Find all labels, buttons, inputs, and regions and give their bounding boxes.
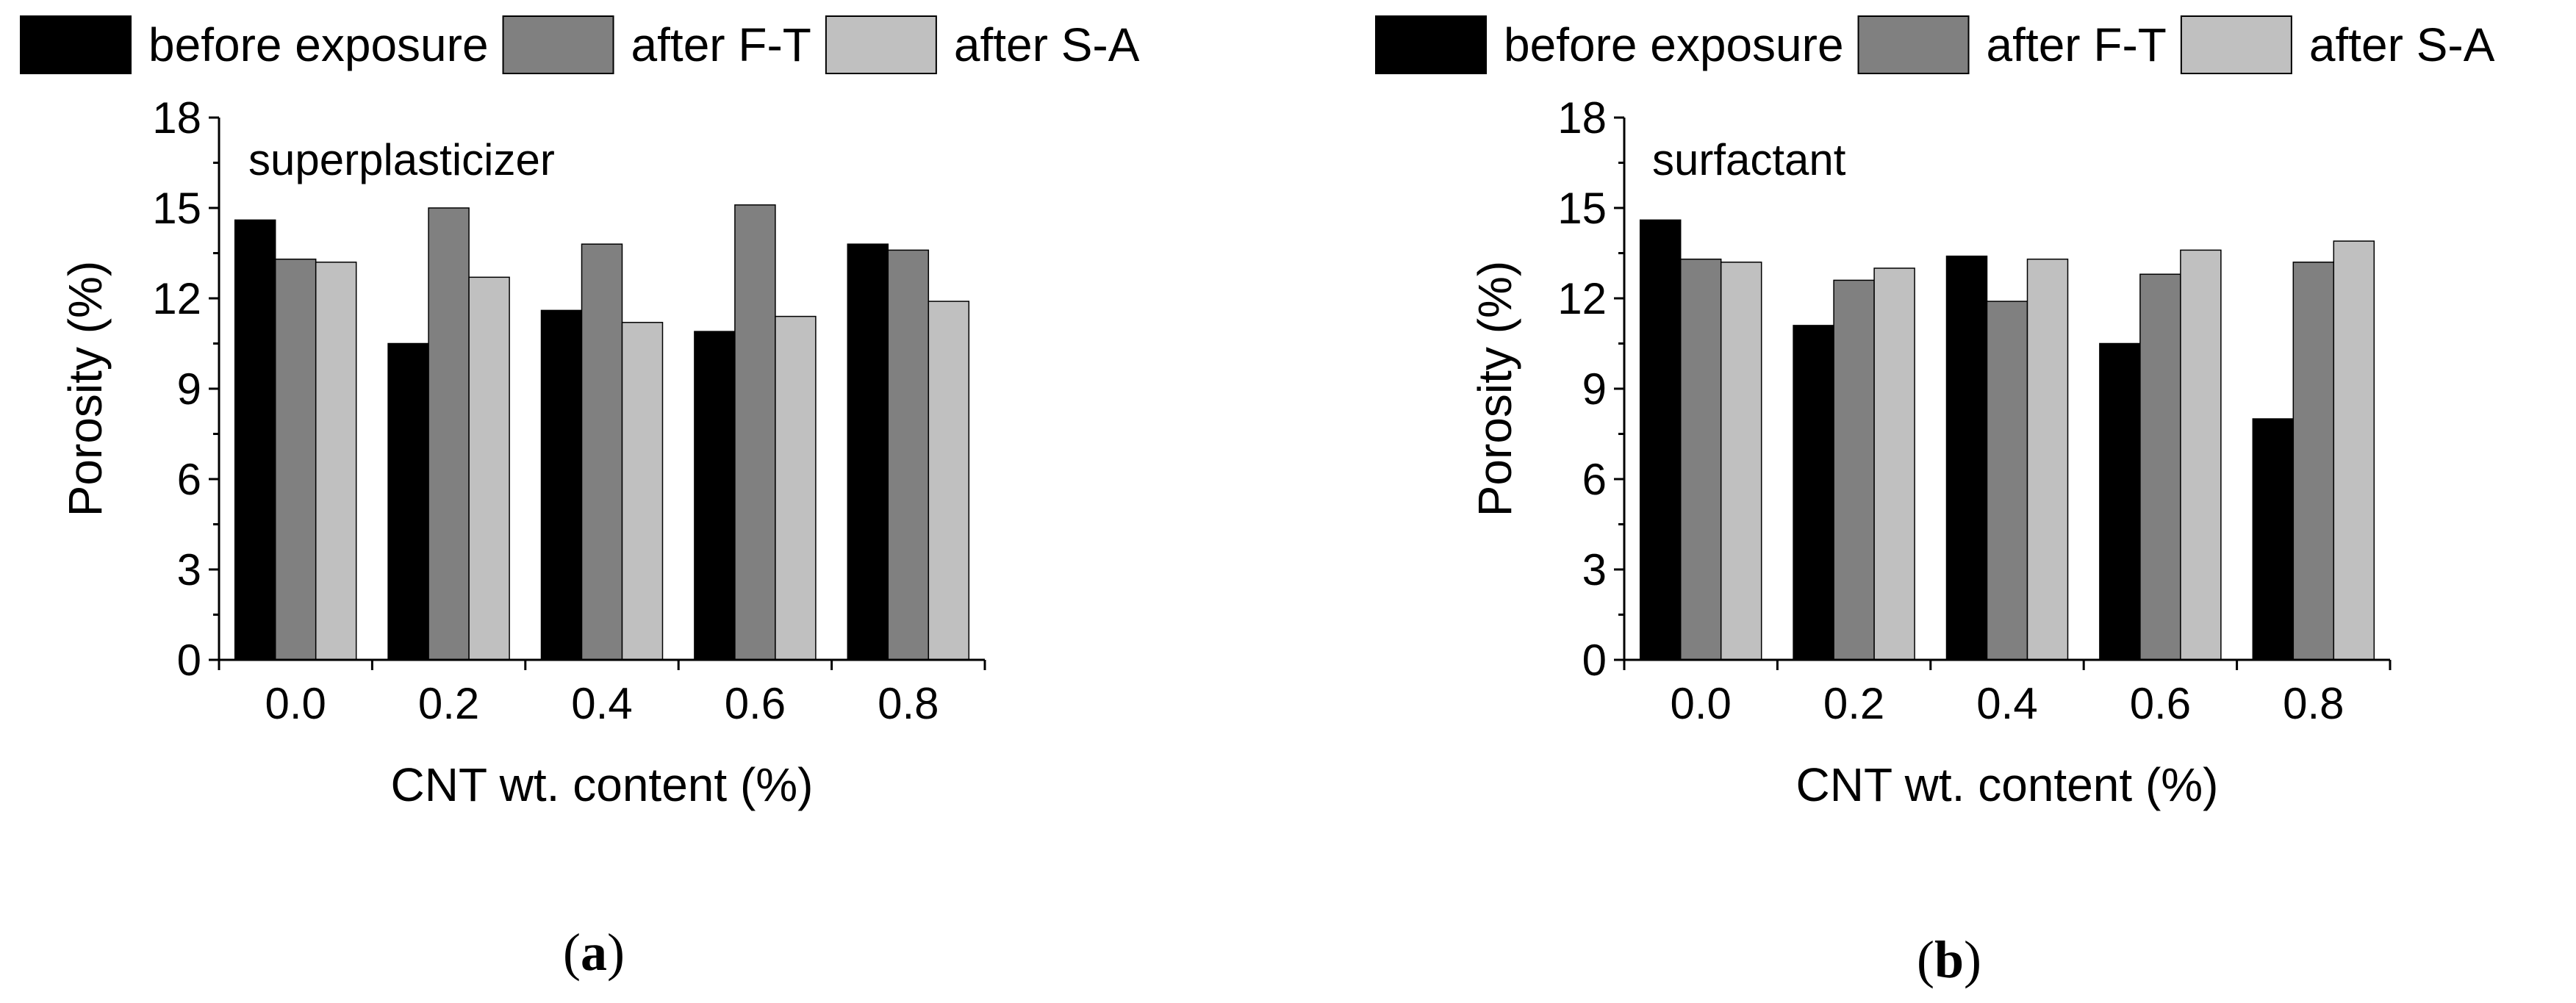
bar-0.2-1 xyxy=(1833,279,1875,661)
y-tick-label: 12 xyxy=(1557,274,1607,323)
y-tick-label: 6 xyxy=(1582,455,1607,504)
bars xyxy=(234,204,970,661)
bar-0.4-1 xyxy=(1986,301,2028,661)
bar-0.2-2 xyxy=(1873,267,1915,661)
legend-swatch-0 xyxy=(1375,15,1487,74)
legend-label-1: after F-T xyxy=(631,18,811,71)
bars xyxy=(1639,219,2375,661)
y-tick-label: 0 xyxy=(177,636,201,685)
y-tick-label: 12 xyxy=(152,274,201,323)
y-tick-label: 15 xyxy=(1557,184,1607,233)
bar-0.8-1 xyxy=(887,249,930,661)
bar-0.4-2 xyxy=(2026,258,2069,661)
bar-0.2-2 xyxy=(468,276,510,661)
bar-0.4-0 xyxy=(1945,255,1988,661)
bar-0.2-0 xyxy=(387,342,429,661)
x-tick-label: 0.0 xyxy=(1670,679,1731,728)
legend-label-0: before exposure xyxy=(1504,18,1844,71)
legend-label-2: after S-A xyxy=(2309,18,2495,71)
bar-0.8-1 xyxy=(2292,262,2335,661)
y-tick-label: 3 xyxy=(1582,545,1607,594)
panel-label: (b) xyxy=(1917,930,1981,989)
y-tick-label: 3 xyxy=(177,545,201,594)
y-tick-label: 18 xyxy=(1557,93,1607,143)
chart-panel-a: before exposure after F-T after S-A 0 3 6 9 12 1… xyxy=(20,15,1140,982)
axes: 0 3 6 9 12 15 18 0.0 0.2 0.4 0.6 0.8 xyxy=(152,93,986,728)
bar-0.6-1 xyxy=(2139,273,2181,661)
bar-0.4-0 xyxy=(540,309,583,661)
bar-0.4-2 xyxy=(621,322,664,661)
x-tick-label: 0.8 xyxy=(2283,679,2344,728)
bar-0.2-0 xyxy=(1793,325,1834,661)
chart-panel-b: before exposure after F-T after S-A 0 3 6 9 12 1… xyxy=(1375,15,2495,989)
x-tick-label: 0.6 xyxy=(2130,679,2191,728)
legend-swatch-1 xyxy=(1857,15,1970,74)
bar-0.6-0 xyxy=(694,331,736,661)
legend: before exposure after F-T after S-A xyxy=(20,15,1140,74)
bar-0.0-1 xyxy=(274,258,317,661)
y-tick-label: 9 xyxy=(177,364,201,414)
bar-0.6-2 xyxy=(2180,249,2222,661)
legend-label-0: before exposure xyxy=(148,18,489,71)
legend: before exposure after F-T after S-A xyxy=(1375,15,2495,74)
bar-0.6-2 xyxy=(775,315,817,661)
bar-0.6-0 xyxy=(2099,342,2141,661)
x-tick-label: 0.2 xyxy=(418,679,479,728)
bar-0.0-2 xyxy=(315,262,357,661)
legend-swatch-1 xyxy=(502,15,614,74)
bar-0.8-0 xyxy=(2252,418,2295,661)
y-axis-title: Porosity (%) xyxy=(59,261,112,517)
y-axis-title: Porosity (%) xyxy=(1468,261,1521,517)
legend-swatch-2 xyxy=(825,15,937,74)
axes: 0 3 6 9 12 15 18 0.0 0.2 0.4 0.6 0.8 xyxy=(1557,93,2392,728)
legend-label-1: after F-T xyxy=(1987,18,2167,71)
bar-0.0-2 xyxy=(1720,262,1762,661)
bar-0.0-0 xyxy=(1639,219,1682,661)
x-tick-label: 0.8 xyxy=(878,679,939,728)
panel-label: (a) xyxy=(563,923,625,982)
x-tick-label: 0.4 xyxy=(571,679,632,728)
x-tick-label: 0.6 xyxy=(725,679,786,728)
x-tick-label: 0.4 xyxy=(1976,679,2037,728)
x-tick-label: 0.2 xyxy=(1823,679,1884,728)
x-axis-title: CNT wt. content (%) xyxy=(391,758,814,811)
bar-0.8-2 xyxy=(928,301,970,661)
legend-swatch-0 xyxy=(20,15,132,74)
x-tick-label: 0.0 xyxy=(265,679,326,728)
legend-swatch-2 xyxy=(2180,15,2292,74)
bar-0.6-1 xyxy=(734,204,776,661)
bar-0.0-1 xyxy=(1679,258,1722,661)
y-tick-label: 6 xyxy=(177,455,201,504)
chart-annotation: superplasticizer xyxy=(248,135,555,184)
bar-0.0-0 xyxy=(234,219,276,661)
bar-0.2-1 xyxy=(428,207,470,661)
bar-0.8-0 xyxy=(847,243,889,661)
bar-0.4-1 xyxy=(581,243,623,661)
bar-0.8-2 xyxy=(2333,240,2375,661)
chart-annotation: surfactant xyxy=(1652,135,1846,184)
y-tick-label: 9 xyxy=(1582,364,1607,414)
legend-label-2: after S-A xyxy=(954,18,1140,71)
y-tick-label: 15 xyxy=(152,184,201,233)
y-tick-label: 18 xyxy=(152,93,201,143)
x-axis-title: CNT wt. content (%) xyxy=(1796,758,2219,811)
y-tick-label: 0 xyxy=(1582,636,1607,685)
